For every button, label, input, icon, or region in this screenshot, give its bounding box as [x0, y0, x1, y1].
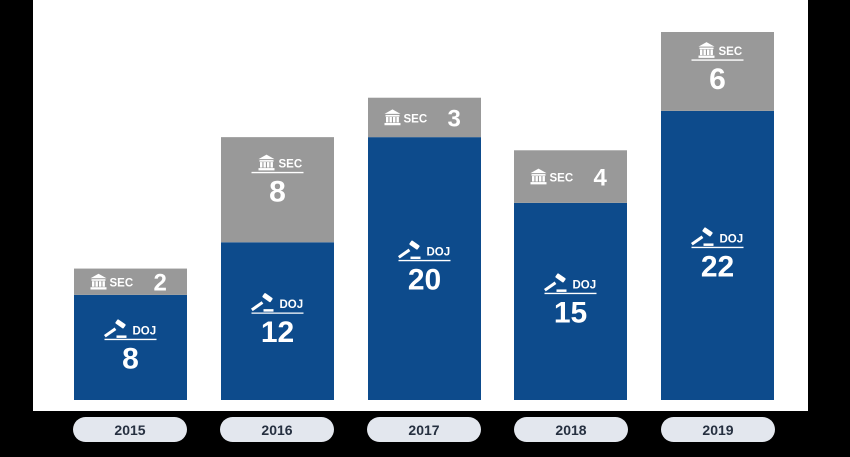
sec-bank-icon-2017-beam — [385, 114, 400, 117]
sec-bank-icon-2018-beam — [531, 174, 546, 176]
year-pill-2018: 2018 — [514, 417, 628, 442]
doj-value-2016: 12 — [261, 316, 294, 349]
sec-bank-icon-2018-pillar-3 — [542, 176, 545, 182]
sec-bank-icon-2015-pillar-1 — [95, 281, 98, 287]
doj-bar-2018 — [514, 202, 627, 400]
sec-series-label-2016: SEC — [279, 159, 303, 171]
sec-bank-icon-2015-pillar-0 — [92, 281, 95, 287]
doj-gavel-icon-2016-head — [262, 293, 273, 303]
doj-bar-2015 — [74, 294, 187, 400]
sec-bank-icon-2019-pillar-0 — [700, 49, 703, 56]
doj-bar-2019 — [661, 110, 774, 400]
doj-value-2015: 8 — [122, 342, 139, 375]
sec-bank-icon-2016-pillar-1 — [263, 162, 266, 168]
doj-series-label-2019: DOJ — [720, 233, 744, 245]
sec-bar-2016 — [221, 137, 334, 243]
doj-gavel-icon-2015-handle — [103, 327, 117, 338]
sec-bank-icon-2019-pillar-2 — [707, 49, 710, 56]
sec-bank-icon-2016-roof — [258, 154, 275, 160]
doj-gavel-icon-2015-head — [115, 319, 126, 329]
doj-gavel-icon-2017-block — [410, 256, 421, 260]
sec-bank-icon-2019-base — [698, 55, 715, 58]
sec-value-2017: 3 — [448, 105, 461, 132]
doj-gavel-icon-2019-handle — [690, 235, 704, 246]
sec-bank-icon-2015 — [90, 273, 107, 290]
doj-gavel-icon-2018 — [543, 273, 567, 292]
doj-gavel-icon-2018-handle — [543, 281, 557, 292]
doj-gavel-icon-2019-block — [703, 243, 714, 246]
sec-value-2018: 4 — [594, 165, 608, 192]
sec-bank-icon-2017-base — [384, 122, 401, 126]
doj-gavel-icon-2017-head — [409, 240, 420, 250]
sec-series-label-2017: SEC — [404, 113, 428, 125]
sec-bank-icon-2017 — [384, 109, 401, 126]
sec-bank-icon-2016-base — [258, 168, 275, 171]
year-pill-2017: 2017 — [367, 417, 481, 442]
sec-bank-icon-2016-pillar-0 — [260, 162, 263, 168]
doj-value-2019: 22 — [701, 250, 734, 283]
doj-series-label-2015: DOJ — [133, 325, 157, 337]
sec-value-2015: 2 — [154, 270, 167, 297]
sec-bank-icon-2015-roof — [90, 273, 107, 279]
sec-bank-icon-2017-pillar-2 — [393, 116, 396, 123]
doj-bar-2016 — [221, 242, 334, 400]
sec-bank-icon-2015-base — [90, 287, 107, 290]
sec-bank-icon-2015-pillar-3 — [102, 281, 105, 287]
doj-gavel-icon-2015 — [103, 319, 127, 338]
sec-bank-icon-2018 — [530, 168, 547, 185]
sec-bank-icon-2018-pillar-1 — [535, 176, 538, 182]
sec-value-2019: 6 — [709, 63, 726, 96]
sec-bank-icon-2016-beam — [259, 160, 274, 162]
sec-bank-icon-2019-pillar-3 — [710, 49, 713, 56]
chart-panel: DOJ 8 SEC 2 DOJ 12 SEC 8 DOJ 20 SEC 3 DOJ 15 SEC 4 DOJ 22… — [33, 0, 808, 411]
sec-series-label-2015: SEC — [110, 278, 134, 290]
doj-bar-2017 — [368, 137, 481, 400]
sec-bank-icon-2017-roof — [384, 109, 401, 114]
sec-bank-icon-2018-pillar-2 — [539, 176, 542, 182]
sec-bank-icon-2015-beam — [91, 279, 106, 281]
sec-bar-2019 — [661, 32, 774, 111]
doj-gavel-icon-2016-block — [263, 309, 274, 312]
stacked-bar-chart: DOJ 8 SEC 2 DOJ 12 SEC 8 DOJ 20 SEC 3 DOJ 15 SEC 4 DOJ 22… — [74, 32, 774, 400]
doj-gavel-icon-2019 — [690, 227, 714, 246]
sec-value-2016: 8 — [269, 176, 286, 209]
sec-bank-icon-2019-pillar-1 — [703, 49, 706, 56]
sec-bank-icon-2016-pillar-2 — [267, 162, 270, 168]
sec-bank-icon-2019 — [698, 42, 715, 58]
sec-bank-icon-2016 — [258, 154, 275, 171]
sec-bank-icon-2018-roof — [530, 168, 547, 174]
doj-gavel-icon-2016-handle — [250, 301, 264, 312]
sec-bank-icon-2019-roof — [698, 42, 715, 47]
sec-bank-icon-2019-beam — [699, 47, 714, 50]
sec-bank-icon-2017-pillar-1 — [389, 116, 392, 123]
sec-bank-icon-2018-base — [530, 182, 547, 185]
doj-gavel-icon-2018-block — [556, 289, 567, 292]
doj-value-2018: 15 — [554, 296, 587, 329]
sec-bank-icon-2017-pillar-0 — [386, 116, 389, 123]
sec-bank-icon-2016-pillar-3 — [270, 162, 273, 168]
doj-series-label-2017: DOJ — [427, 247, 451, 259]
doj-gavel-icon-2018-head — [555, 273, 566, 283]
year-pill-2019: 2019 — [661, 417, 775, 442]
sec-bank-icon-2017-pillar-3 — [396, 116, 399, 123]
year-pill-2016: 2016 — [220, 417, 334, 442]
year-pill-2015: 2015 — [73, 417, 187, 442]
doj-gavel-icon-2015-block — [116, 335, 127, 338]
sec-series-label-2018: SEC — [550, 173, 574, 185]
sec-series-label-2019: SEC — [719, 46, 743, 58]
doj-gavel-icon-2019-head — [702, 227, 713, 237]
doj-gavel-icon-2016 — [250, 293, 274, 312]
doj-value-2017: 20 — [408, 264, 441, 297]
doj-gavel-icon-2017 — [397, 240, 421, 260]
sec-bank-icon-2015-pillar-2 — [99, 281, 102, 287]
sec-bank-icon-2018-pillar-0 — [532, 176, 535, 182]
doj-series-label-2018: DOJ — [573, 279, 597, 291]
doj-series-label-2016: DOJ — [280, 299, 304, 311]
doj-gavel-icon-2017-handle — [397, 248, 411, 259]
